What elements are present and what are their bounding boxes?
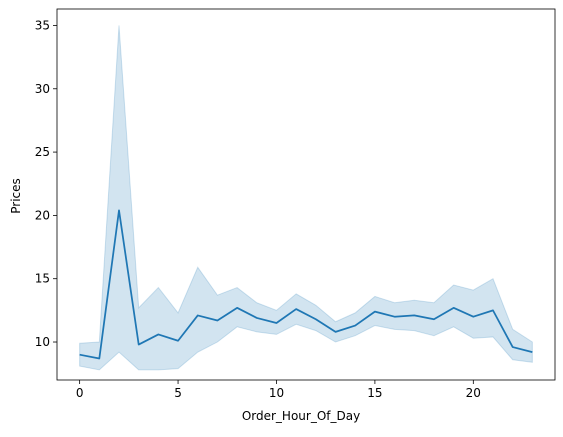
x-tick-label: 20 (466, 386, 481, 400)
axes: 0 5 10 15 20 10 15 20 25 30 35 (35, 8, 556, 400)
y-tick-label: 10 (35, 335, 50, 349)
y-tick-label: 35 (35, 18, 50, 32)
x-axis-label: Order_Hour_Of_Day (242, 409, 360, 423)
plot-area (79, 25, 533, 371)
confidence-band (79, 25, 533, 371)
y-tick-label: 30 (35, 82, 50, 96)
x-tick-label: 10 (269, 386, 284, 400)
series-line (79, 209, 533, 360)
x-tick-label: 0 (76, 386, 84, 400)
x-tick-label: 15 (367, 386, 382, 400)
x-tick-label: 5 (174, 386, 182, 400)
y-tick-label: 15 (35, 272, 50, 286)
y-tick-label: 25 (35, 145, 50, 159)
y-axis-label: Prices (9, 178, 23, 214)
plot-frame (56, 8, 556, 381)
y-tick-label: 20 (35, 208, 50, 222)
